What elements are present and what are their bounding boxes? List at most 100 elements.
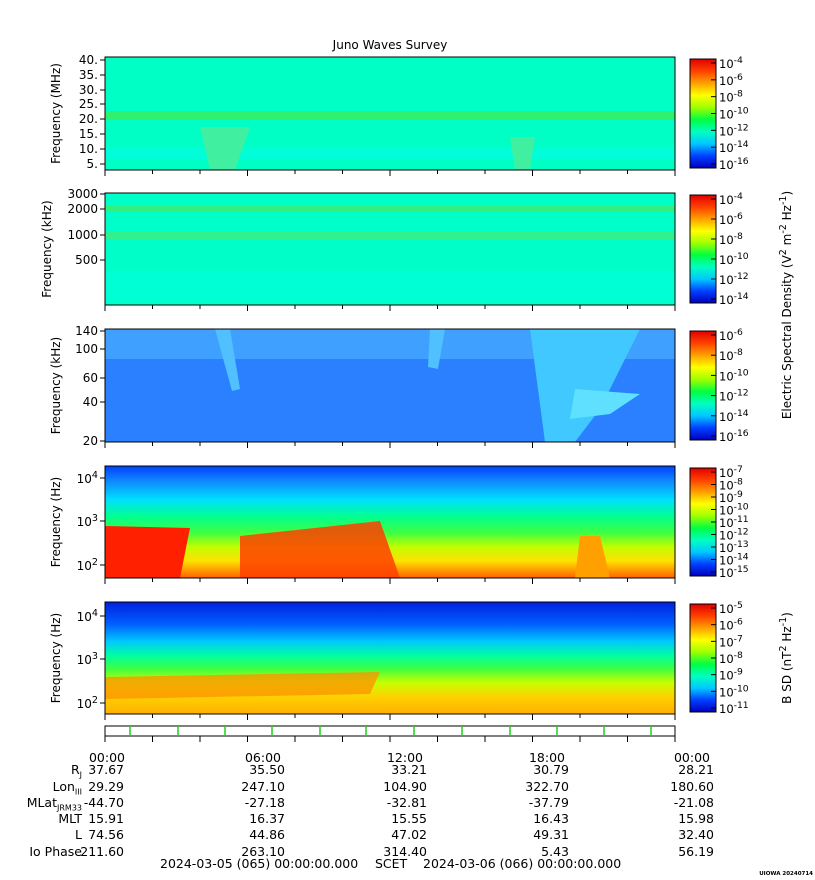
- colorbar-tick-label: 10-12: [719, 388, 749, 404]
- ephem-label: L: [0, 827, 82, 842]
- emission-burst: [510, 137, 535, 170]
- colorbar: [689, 194, 717, 304]
- y-tick-label: 30.: [79, 83, 98, 97]
- colorbar-tick-label: 10-7: [719, 633, 743, 649]
- colorbar-tick-label: 10-10: [719, 367, 749, 383]
- emission-burst: [105, 672, 380, 699]
- colorbar-tick-label: 10-8: [719, 347, 743, 363]
- y-tick-label: 20: [83, 434, 98, 448]
- y-tick-label: 104: [77, 470, 98, 486]
- time-label: 06:00: [244, 750, 282, 765]
- colorbar-tick-label: 10-8: [719, 231, 743, 247]
- orbit-strip-frame: [104, 725, 676, 737]
- y-tick-label: 60: [83, 371, 98, 385]
- y-tick-label: 15.: [79, 127, 98, 141]
- y-tick-label: 40.: [79, 53, 98, 67]
- colorbar-tick-label: 10-4: [719, 191, 743, 207]
- chart-title: Juno Waves Survey: [332, 38, 448, 52]
- y-axis-label: Frequency (kHz): [40, 200, 54, 297]
- panel-1: 40.35.30.25.20.15.10.5. Frequency (MHz) 10…: [49, 53, 749, 176]
- ephem-label-subscript: III: [74, 787, 82, 797]
- ephem-value: -44.70: [83, 795, 124, 810]
- ephem-value: 30.79: [533, 762, 569, 777]
- colorbar-tick-label: 10-16: [719, 428, 749, 444]
- y-tick-label: 40: [83, 395, 98, 409]
- y-tick-label: 104: [77, 608, 98, 624]
- emission-burst: [575, 536, 610, 578]
- time-label: 00:00: [88, 750, 126, 765]
- ephem-value: 74.56: [88, 827, 124, 842]
- ephem-value: -21.08: [673, 795, 714, 810]
- time-label: 18:00: [528, 750, 566, 765]
- ephem-value: 32.40: [678, 827, 714, 842]
- colorbar-tick-label: 10-6: [719, 211, 743, 227]
- ephem-value: 16.43: [533, 811, 569, 826]
- colorbar-tick-label: 10-10: [719, 502, 749, 518]
- y-tick-label: 5.: [87, 157, 98, 171]
- ephem-value: -32.81: [386, 795, 427, 810]
- y-tick-label: 103: [77, 651, 98, 667]
- ephem-value: 47.02: [391, 827, 427, 842]
- colorbar-tick-label: 10-6: [719, 72, 743, 88]
- colorbar-tick-label: 10-6: [719, 327, 743, 343]
- ephem-value: 263.10: [241, 844, 285, 859]
- ephem-value: 35.50: [249, 762, 285, 777]
- colorbar-tick-label: 10-11: [719, 514, 749, 530]
- y-tick-label: 1000: [67, 228, 98, 242]
- emission-band: [105, 271, 675, 301]
- emission-burst: [530, 329, 640, 442]
- ephem-label-text: Io Phase: [29, 844, 82, 859]
- ephem-label-text: L: [75, 827, 82, 842]
- y-tick-label: 102: [77, 557, 98, 573]
- ephem-value: 15.91: [88, 811, 124, 826]
- ephem-value: 29.29: [88, 779, 124, 794]
- colorbar-tick-label: 10-12: [719, 527, 749, 543]
- ephem-value: -37.79: [528, 795, 569, 810]
- colorbar-tick-label: 10-14: [719, 291, 749, 307]
- footer-scet-label: SCET: [375, 856, 408, 871]
- emission-burst: [240, 521, 400, 578]
- ephem-value: 104.90: [383, 779, 427, 794]
- y-tick-label: 103: [77, 513, 98, 529]
- emission-burst: [428, 329, 445, 369]
- emission-band: [105, 147, 675, 159]
- y-tick-label: 20.: [79, 112, 98, 126]
- ephem-label: Io Phase: [0, 844, 82, 859]
- colorbar-tick-label: 10-4: [719, 55, 743, 71]
- ephem-value: -27.18: [244, 795, 285, 810]
- ephem-value: 15.55: [391, 811, 427, 826]
- ephem-value: 247.10: [241, 779, 285, 794]
- y-tick-label: 3000: [67, 187, 98, 201]
- ephem-value: 211.60: [80, 844, 124, 859]
- y-tick-label: 500: [75, 253, 98, 267]
- time-label: 00:00: [673, 750, 711, 765]
- emission-burst: [200, 127, 250, 170]
- y-axis-label: Frequency (kHz): [49, 337, 63, 434]
- ephem-label-text: MLat: [26, 795, 57, 810]
- ephem-label-subscript: JRM33: [57, 803, 82, 813]
- colorbar-tick-label: 10-11: [719, 700, 749, 716]
- colorbar-tick-label: 10-15: [719, 564, 749, 580]
- y-tick-label: 100: [75, 342, 98, 356]
- emission-burst: [105, 526, 190, 578]
- colorbar-tick-label: 10-10: [719, 683, 749, 699]
- colorbar-tick-label: 10-10: [719, 106, 749, 122]
- ephem-value: 44.86: [249, 827, 285, 842]
- ephem-value: 15.98: [678, 811, 714, 826]
- orbit-strip: [104, 725, 676, 742]
- colorbar-tick-label: 10-7: [719, 464, 743, 480]
- y-axis-label: Frequency (Hz): [49, 613, 63, 704]
- colorbar-tick-label: 10-14: [719, 552, 749, 568]
- colorbar-tick-label: 10-14: [719, 139, 749, 155]
- ephem-label-text: MLT: [58, 811, 82, 826]
- y-axis-label: Frequency (Hz): [49, 477, 63, 568]
- colorbar-label-electric: Electric Spectral Density (V2 m-2 Hz-1): [778, 191, 794, 419]
- colorbar-tick-label: 10-10: [719, 251, 749, 267]
- colorbar-tick-label: 10-12: [719, 122, 749, 138]
- ephem-label: RJ: [0, 762, 82, 780]
- ephem-value: 314.40: [383, 844, 427, 859]
- emission-band: [105, 231, 675, 240]
- version-stamp: UIOWA 20240714: [759, 871, 813, 877]
- ephem-label-text: R: [70, 762, 80, 777]
- ephem-value: 56.19: [678, 844, 714, 859]
